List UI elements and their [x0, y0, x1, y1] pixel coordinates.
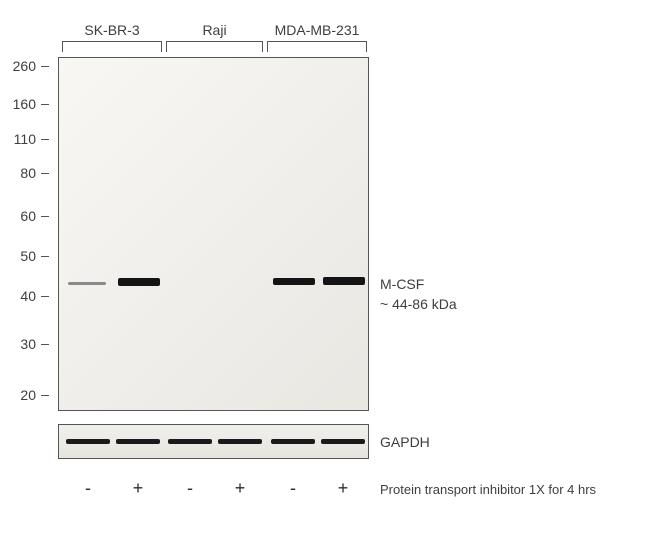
mw-marker-tick — [41, 139, 49, 140]
lane-group-label: MDA-MB-231 — [267, 22, 367, 38]
mw-marker-label: 60 — [8, 208, 36, 224]
gapdh-band — [66, 439, 110, 444]
target-name-label: M-CSF — [380, 276, 424, 292]
treatment-sign: - — [180, 478, 200, 499]
mw-marker-label: 50 — [8, 248, 36, 264]
treatment-sign: - — [283, 478, 303, 499]
mw-marker-label: 110 — [8, 131, 36, 147]
gapdh-label: GAPDH — [380, 434, 430, 450]
treatment-sign: + — [230, 478, 250, 499]
treatment-sign: + — [333, 478, 353, 499]
gapdh-band — [271, 439, 315, 444]
mw-marker-tick — [41, 173, 49, 174]
mw-marker-tick — [41, 104, 49, 105]
lane-group-label: Raji — [166, 22, 263, 38]
lane-group-bracket — [267, 41, 367, 52]
mw-marker-tick — [41, 296, 49, 297]
mw-marker-label: 160 — [8, 96, 36, 112]
mw-marker-label: 20 — [8, 387, 36, 403]
mw-marker-tick — [41, 216, 49, 217]
mcsf-band-lane1 — [68, 282, 106, 285]
gapdh-band — [321, 439, 365, 444]
treatment-sign: + — [128, 478, 148, 499]
gapdh-band — [218, 439, 262, 444]
mcsf-band-lane6 — [323, 277, 365, 285]
mw-marker-label: 30 — [8, 336, 36, 352]
lane-group-bracket — [166, 41, 263, 52]
mw-marker-tick — [41, 395, 49, 396]
mw-marker-label: 80 — [8, 165, 36, 181]
gapdh-band — [116, 439, 160, 444]
lane-group-label: SK-BR-3 — [62, 22, 162, 38]
mcsf-band-lane2 — [118, 278, 160, 286]
treatment-caption: Protein transport inhibitor 1X for 4 hrs — [380, 482, 596, 497]
gapdh-band — [168, 439, 212, 444]
lane-group-bracket — [62, 41, 162, 52]
mw-marker-tick — [41, 256, 49, 257]
main-blot-membrane — [58, 57, 369, 411]
mcsf-band-lane5 — [273, 278, 315, 285]
target-weight-label: ~ 44-86 kDa — [380, 296, 457, 312]
mw-marker-tick — [41, 66, 49, 67]
mw-marker-label: 260 — [8, 58, 36, 74]
mw-marker-label: 40 — [8, 288, 36, 304]
mw-marker-tick — [41, 344, 49, 345]
treatment-sign: - — [78, 478, 98, 499]
